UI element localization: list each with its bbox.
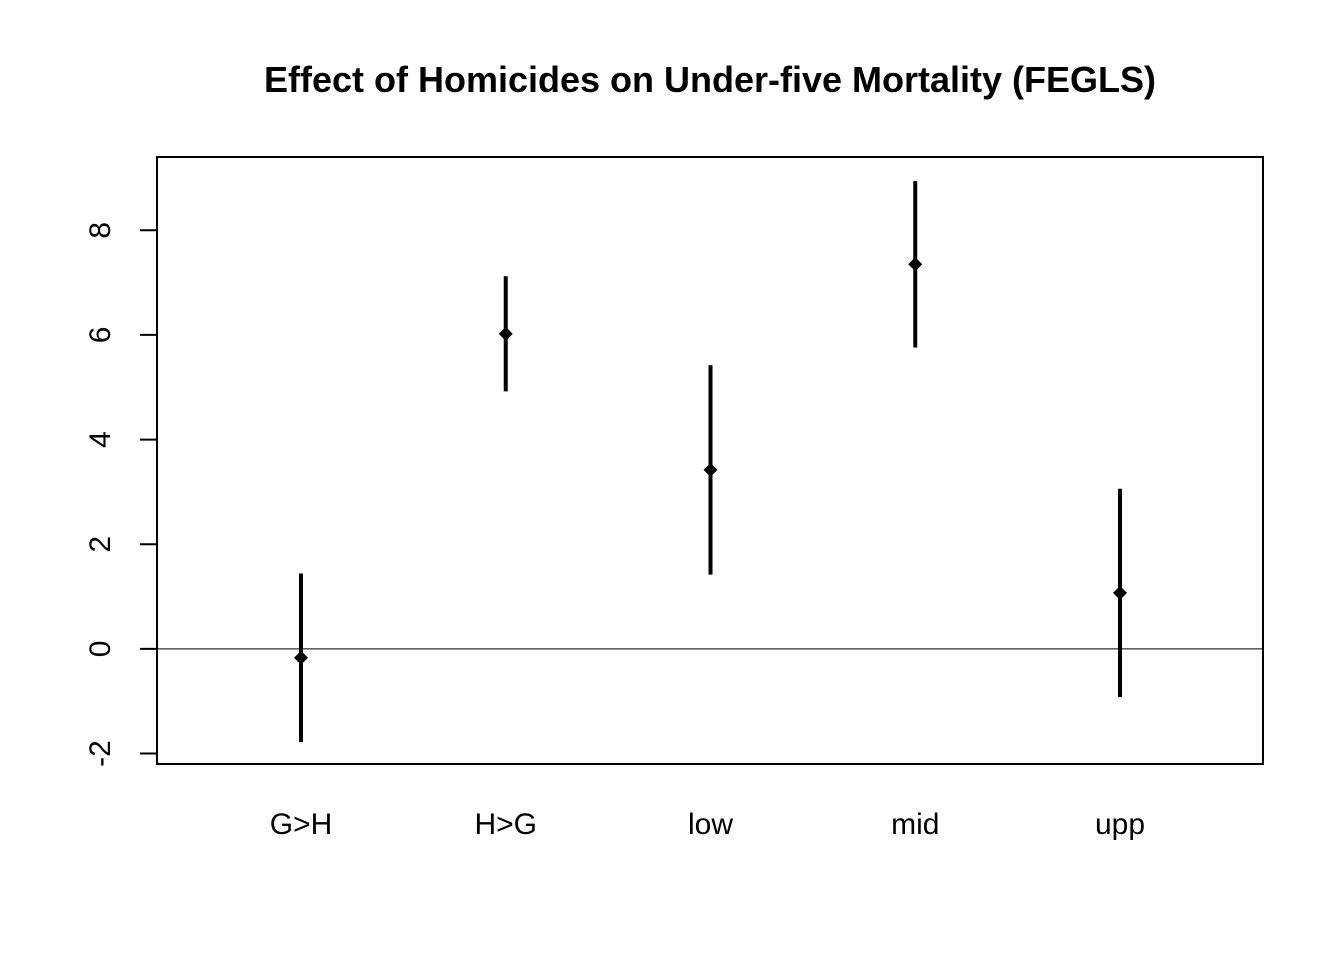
- point-estimate-marker: [704, 463, 718, 477]
- point-estimate-marker: [1113, 586, 1127, 600]
- point-estimate-marker: [908, 257, 922, 271]
- y-tick-label: -2: [84, 740, 117, 767]
- estimate-series: [294, 181, 1127, 742]
- x-tick-label: low: [688, 808, 733, 841]
- x-tick-label: upp: [1095, 808, 1145, 841]
- point-estimate-marker: [499, 327, 513, 341]
- y-tick-label: 2: [84, 536, 117, 553]
- x-axis: G>H H>G low mid upp: [270, 808, 1145, 841]
- y-tick-label: 6: [84, 327, 117, 344]
- y-axis: -2 0 2 4 6 8: [84, 222, 157, 767]
- x-tick-label: H>G: [474, 808, 537, 841]
- point-estimate-marker: [294, 651, 308, 665]
- y-tick-label: 8: [84, 222, 117, 239]
- x-tick-label: G>H: [270, 808, 333, 841]
- x-tick-label: mid: [891, 808, 939, 841]
- chart-title: Effect of Homicides on Under-five Mortal…: [264, 59, 1156, 100]
- y-tick-label: 4: [84, 431, 117, 448]
- y-tick-label: 0: [84, 641, 117, 658]
